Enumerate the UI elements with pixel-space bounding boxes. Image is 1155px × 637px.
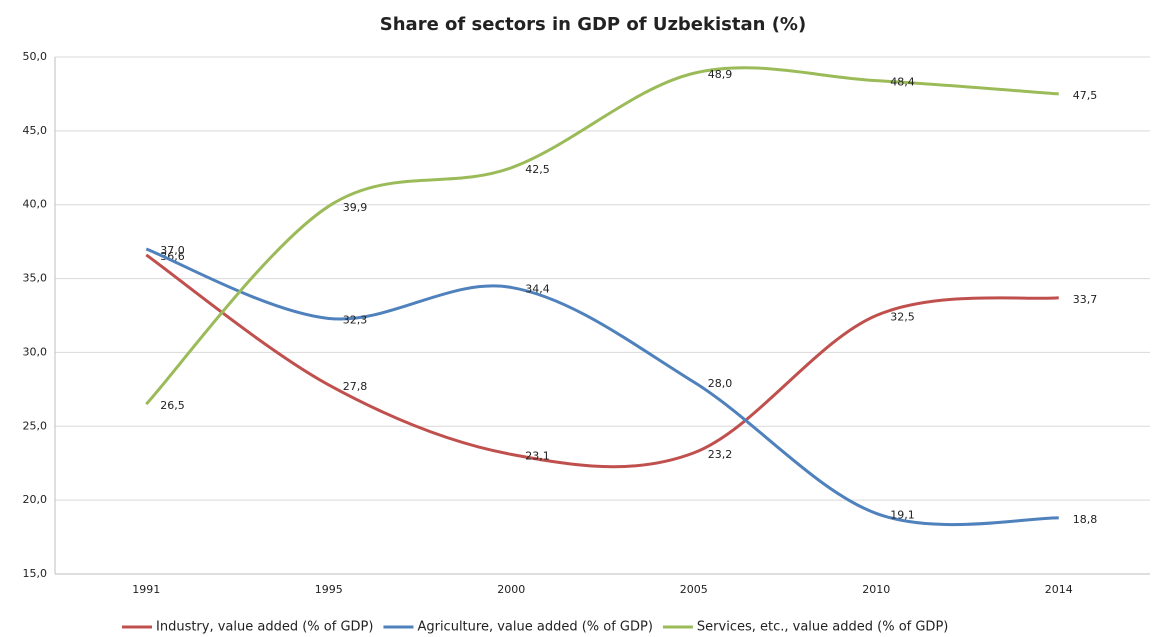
data-label: 34,4 xyxy=(525,282,550,295)
data-label: 39,9 xyxy=(343,201,368,214)
data-label: 48,9 xyxy=(708,68,733,81)
data-label: 23,2 xyxy=(708,448,733,461)
y-tick-label: 30,0 xyxy=(23,345,48,358)
x-tick-label: 2014 xyxy=(1045,583,1073,596)
data-label: 28,0 xyxy=(708,377,733,390)
x-tick-label: 1991 xyxy=(132,583,160,596)
x-tick-label: 2005 xyxy=(680,583,708,596)
x-tick-label: 2000 xyxy=(497,583,525,596)
data-label: 36,6 xyxy=(160,250,185,263)
y-tick-label: 20,0 xyxy=(23,493,48,506)
data-label: 27,8 xyxy=(343,380,368,393)
y-tick-label: 50,0 xyxy=(23,50,48,63)
y-tick-label: 25,0 xyxy=(23,419,48,432)
data-label: 18,8 xyxy=(1073,513,1098,526)
data-label: 32,3 xyxy=(343,313,368,326)
data-label: 19,1 xyxy=(890,508,915,521)
y-tick-label: 35,0 xyxy=(23,272,48,285)
legend-label: Agriculture, value added (% of GDP) xyxy=(417,620,652,635)
data-label: 23,1 xyxy=(525,449,550,462)
y-tick-label: 45,0 xyxy=(23,124,48,137)
data-label: 32,5 xyxy=(890,311,915,324)
x-tick-label: 1995 xyxy=(315,583,343,596)
x-tick-label: 2010 xyxy=(862,583,890,596)
data-label: 37,0 xyxy=(160,244,185,257)
y-tick-label: 40,0 xyxy=(23,198,48,211)
legend-label: Industry, value added (% of GDP) xyxy=(156,620,373,635)
legend-label: Services, etc., value added (% of GDP) xyxy=(697,620,948,635)
series-line xyxy=(145,253,1059,469)
data-label: 33,7 xyxy=(1073,293,1098,306)
series-line xyxy=(145,247,1059,527)
data-label: 47,5 xyxy=(1073,89,1098,102)
series-line xyxy=(145,66,1059,406)
data-label: 26,5 xyxy=(160,399,185,412)
data-label: 42,5 xyxy=(525,163,550,176)
chart-title: Share of sectors in GDP of Uzbekistan (%… xyxy=(380,14,806,35)
data-label: 48,4 xyxy=(890,76,915,89)
y-tick-label: 15,0 xyxy=(23,567,48,580)
